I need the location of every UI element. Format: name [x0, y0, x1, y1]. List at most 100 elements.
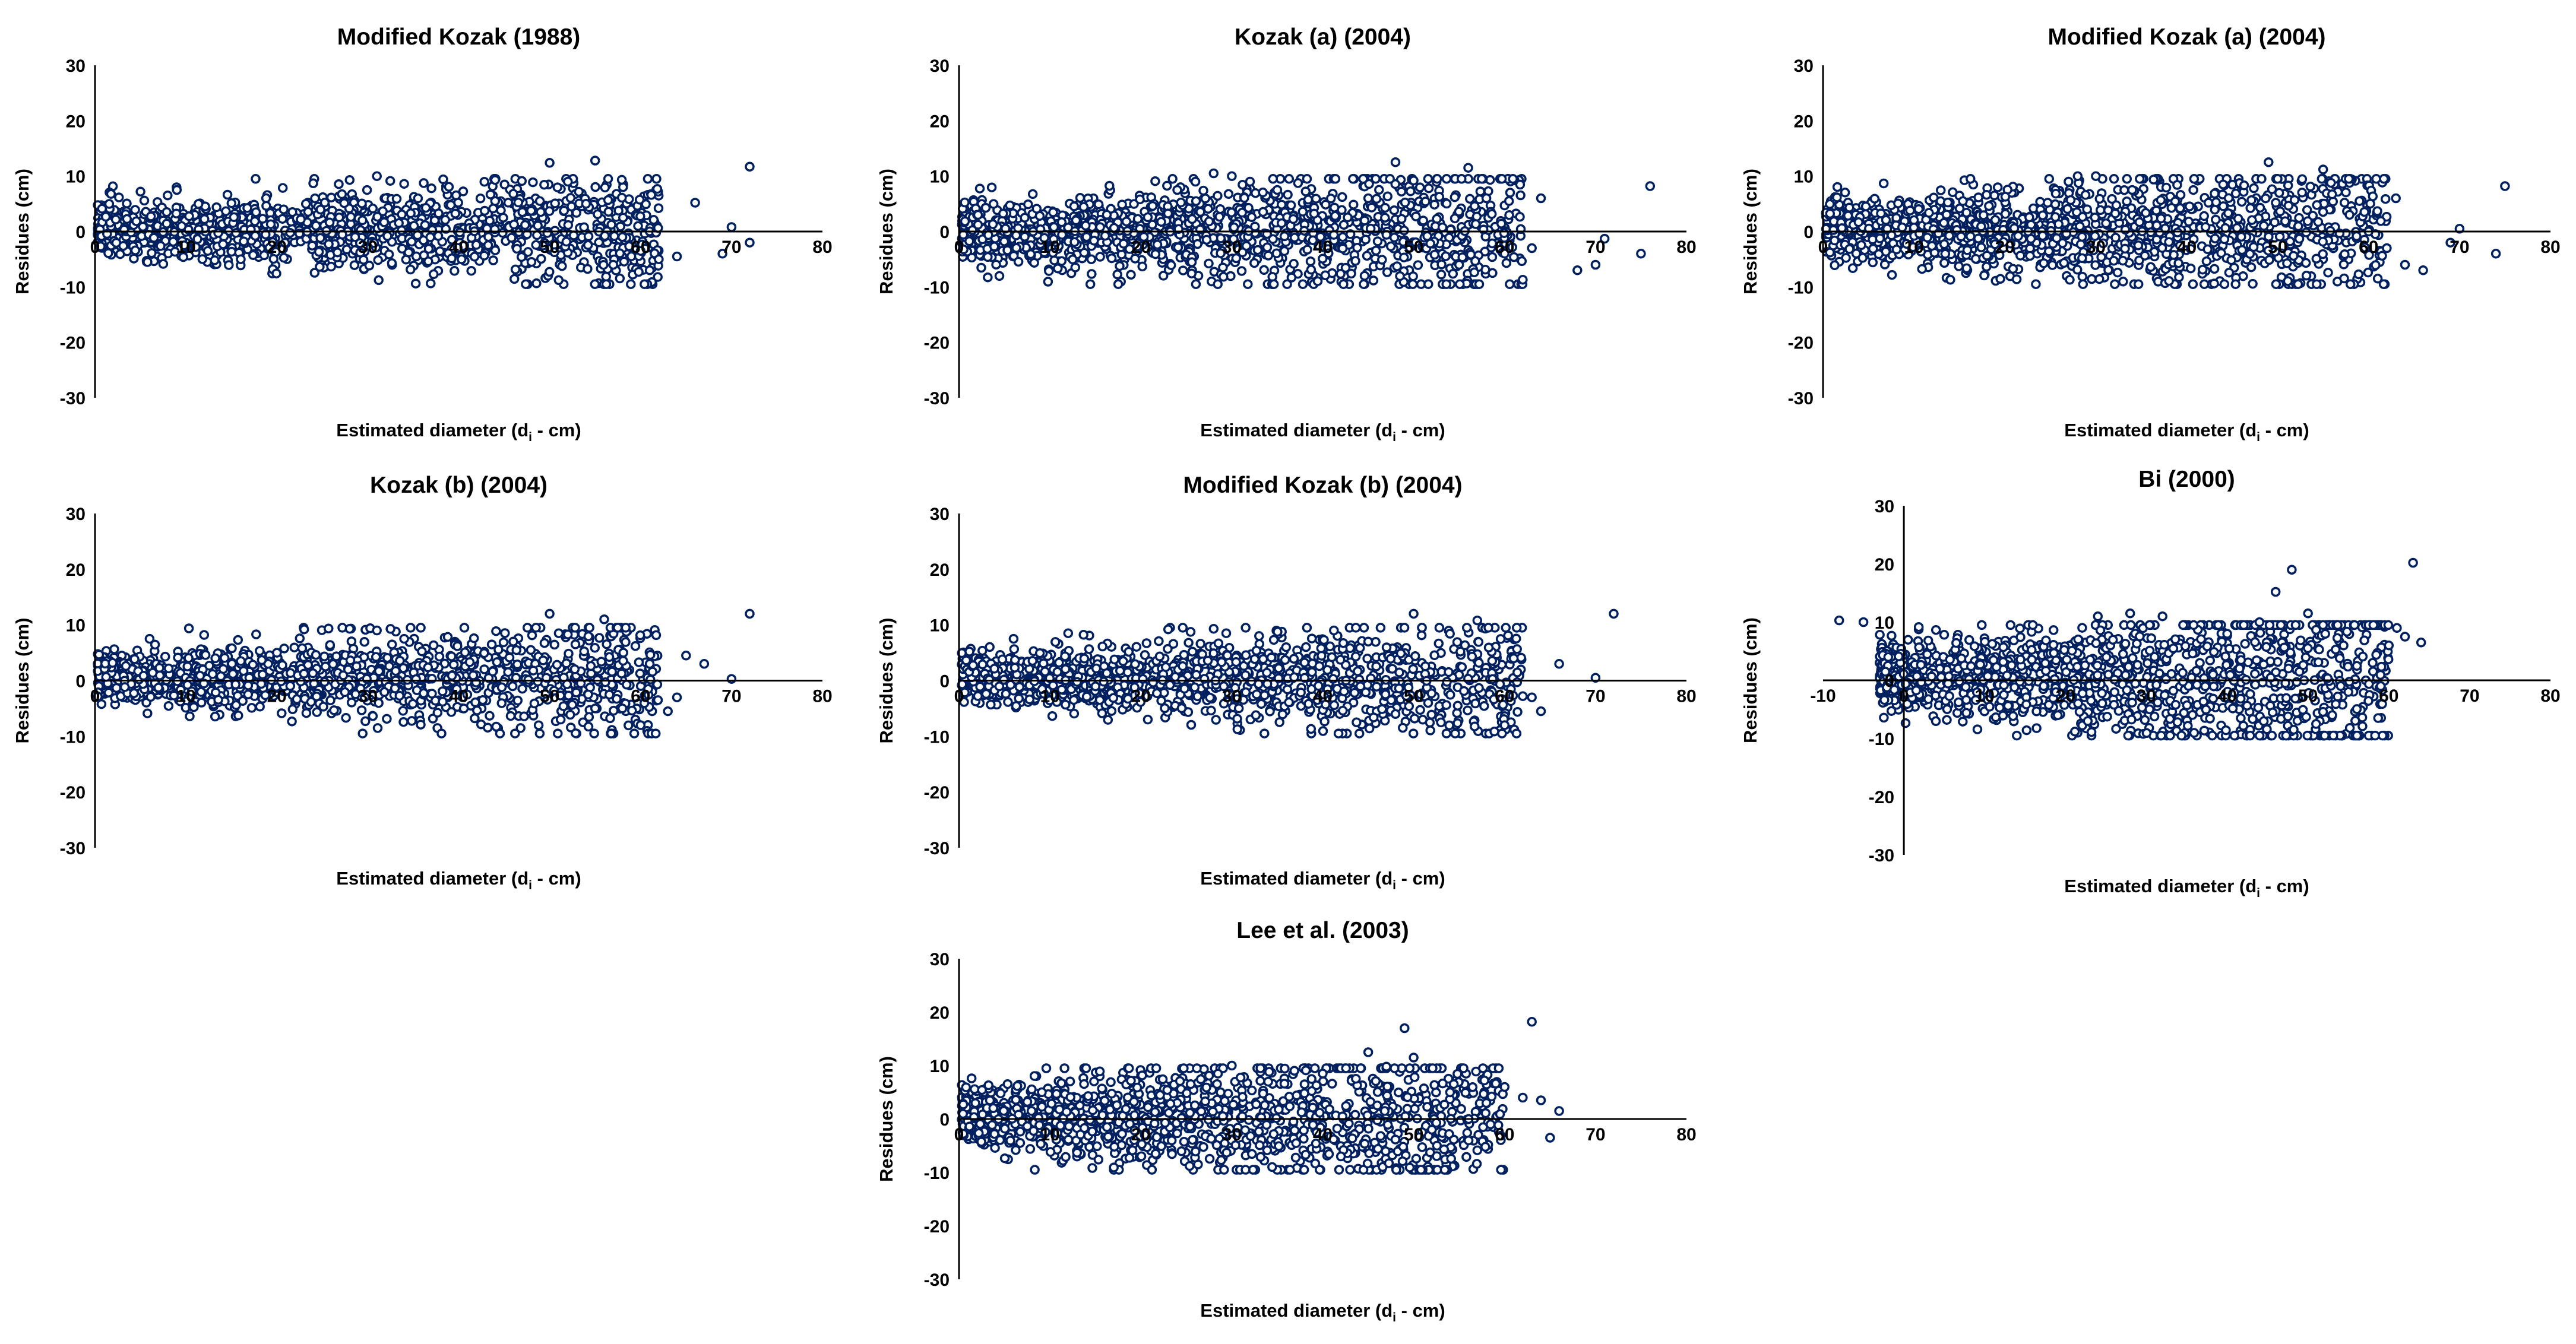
- data-point: [385, 176, 395, 186]
- data-point: [561, 236, 572, 247]
- data-point: [197, 254, 208, 264]
- data-point: [1350, 256, 1360, 266]
- data-point: [960, 197, 970, 208]
- data-point: [231, 228, 241, 238]
- data-point: [364, 261, 375, 271]
- data-point: [2339, 198, 2350, 208]
- data-point: [2140, 251, 2150, 261]
- data-point: [999, 236, 1009, 246]
- data-point: [509, 219, 519, 230]
- data-point: [2355, 196, 2365, 206]
- data-point: [1893, 198, 1903, 208]
- data-point: [2025, 251, 2035, 261]
- data-point: [1572, 265, 1583, 275]
- data-point: [458, 186, 469, 196]
- data-point: [1396, 186, 1407, 197]
- data-point: [1258, 207, 1268, 217]
- data-point: [1413, 260, 1423, 270]
- data-point: [973, 210, 983, 220]
- data-point: [555, 714, 566, 725]
- data-point: [2044, 246, 2054, 256]
- data-point: [613, 205, 624, 216]
- data-point: [138, 221, 148, 232]
- data-point: [2090, 260, 2100, 270]
- data-point: [1982, 251, 1992, 261]
- data-point: [2339, 273, 2349, 284]
- data-point: [513, 197, 524, 208]
- data-point: [2313, 217, 2324, 227]
- data-point: [2326, 177, 2336, 188]
- data-point: [624, 720, 634, 731]
- data-point: [233, 635, 243, 645]
- data-point: [1434, 192, 1445, 202]
- data-point: [172, 185, 182, 195]
- data-point: [2293, 279, 2303, 289]
- data-point: [976, 262, 986, 273]
- data-point: [403, 248, 414, 258]
- data-point: [1286, 200, 1296, 210]
- data-point: [1118, 239, 1129, 249]
- data-point: [1349, 199, 1359, 210]
- data-point: [1272, 185, 1283, 195]
- data-points: [93, 156, 755, 289]
- data-point: [1191, 196, 1201, 206]
- y-tick-label: -20: [924, 334, 950, 353]
- data-point: [988, 199, 999, 209]
- data-point: [2372, 206, 2382, 216]
- data-point: [1441, 279, 1451, 289]
- data-point: [1156, 217, 1166, 227]
- data-point: [1397, 214, 1407, 224]
- data-point: [2133, 240, 2144, 251]
- data-point: [544, 206, 555, 216]
- data-point: [619, 256, 629, 267]
- y-tick-label: -30: [60, 389, 86, 408]
- y-axis-label: Residues (cm): [1740, 169, 1761, 294]
- data-point: [341, 245, 352, 255]
- data-point: [2164, 237, 2174, 247]
- data-point: [1470, 256, 1480, 267]
- data-point: [1441, 198, 1452, 209]
- data-point: [2294, 233, 2305, 244]
- data-point: [1263, 251, 1274, 261]
- data-point: [1186, 268, 1197, 278]
- x-tick-label: 60: [2359, 237, 2378, 257]
- data-point: [1982, 189, 1992, 200]
- data-point: [2271, 198, 2281, 208]
- data-point: [534, 196, 545, 206]
- data-point: [2090, 213, 2100, 223]
- data-point: [2271, 279, 2281, 289]
- data-point: [2024, 212, 2034, 223]
- data-point: [1940, 249, 1951, 259]
- data-point: [2382, 243, 2392, 253]
- data-point: [490, 175, 501, 185]
- data-point: [339, 198, 349, 208]
- data-point: [1825, 199, 1835, 210]
- data-point: [1857, 253, 1868, 263]
- data-point: [1362, 251, 1372, 261]
- data-point: [1488, 268, 1498, 278]
- data-point: [1465, 194, 1475, 204]
- data-point: [2008, 264, 2018, 274]
- data-point: [1279, 231, 1290, 242]
- data-point: [308, 178, 318, 189]
- data-point: [1377, 255, 1387, 265]
- y-tick-label: -10: [1788, 278, 1814, 297]
- data-point: [1517, 256, 1527, 267]
- data-point: [1825, 208, 1836, 219]
- data-point: [2107, 194, 2117, 204]
- data-point: [2312, 279, 2322, 289]
- data-point: [581, 199, 591, 209]
- data-point: [2052, 233, 2062, 243]
- data-point: [2380, 194, 2391, 204]
- y-tick-label: 30: [66, 56, 86, 76]
- data-point: [2283, 201, 2294, 211]
- data-point: [603, 195, 613, 205]
- data-point: [429, 269, 439, 280]
- x-tick-label: 20: [1131, 237, 1151, 257]
- data-point: [1236, 266, 1247, 276]
- data-point: [1023, 199, 1033, 210]
- x-tick-label: 30: [2086, 237, 2106, 257]
- data-point: [584, 623, 594, 633]
- data-point: [122, 198, 132, 209]
- data-point: [641, 199, 651, 210]
